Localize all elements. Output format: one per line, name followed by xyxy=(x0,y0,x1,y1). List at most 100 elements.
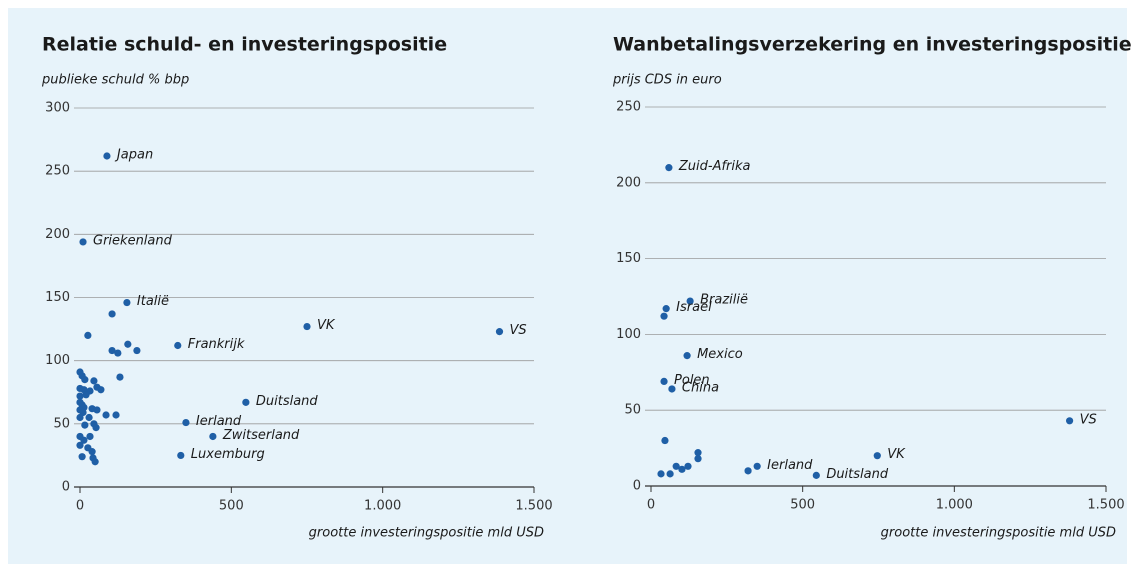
x-tick-label: 0 xyxy=(647,498,655,513)
x-axis-label: grootte investeringspositie mld USD xyxy=(881,526,1116,541)
data-point xyxy=(209,432,217,441)
point-label: Zwitserland xyxy=(222,428,300,443)
x-tick-label: 1.500 xyxy=(515,499,552,514)
data-point xyxy=(873,452,881,460)
point-label: Frankrijk xyxy=(188,337,245,352)
data-point xyxy=(91,458,99,466)
point-label: Duitsland xyxy=(826,467,889,482)
point-label: Luxemburg xyxy=(191,447,265,462)
point-label: China xyxy=(682,380,719,395)
y-tick-label: 150 xyxy=(616,251,641,266)
data-point xyxy=(78,453,86,461)
data-point xyxy=(661,436,669,445)
point-label: Duitsland xyxy=(256,394,319,409)
point-label: Japan xyxy=(114,148,153,163)
panel xyxy=(8,8,1127,564)
y-tick-label: 200 xyxy=(616,175,641,190)
point-label: Griekenland xyxy=(93,233,173,248)
data-point xyxy=(678,465,686,473)
data-point xyxy=(108,346,116,355)
x-tick-label: 0 xyxy=(76,499,84,514)
data-point xyxy=(80,436,88,444)
data-point xyxy=(76,441,84,449)
y-tick-label: 0 xyxy=(633,479,641,494)
data-point xyxy=(123,298,131,307)
data-point xyxy=(812,471,820,479)
data-point xyxy=(124,340,132,348)
y-tick-label: 50 xyxy=(624,403,641,418)
y-axis-label: prijs CDS in euro xyxy=(612,73,722,88)
data-point xyxy=(88,448,96,456)
x-tick-label: 1.000 xyxy=(936,498,973,513)
data-point xyxy=(116,373,124,381)
data-point xyxy=(683,352,691,360)
y-tick-label: 100 xyxy=(616,327,641,342)
data-point xyxy=(660,377,668,385)
point-label: VS xyxy=(509,323,526,338)
data-point xyxy=(92,424,100,432)
point-label: Israel xyxy=(676,300,712,315)
chart-title: Wanbetalingsverzekering en investeringsp… xyxy=(613,34,1132,56)
point-label: Mexico xyxy=(697,347,743,362)
data-point xyxy=(694,449,702,457)
data-point xyxy=(495,328,504,336)
data-point xyxy=(303,322,311,331)
data-point xyxy=(684,462,692,470)
data-point xyxy=(90,377,98,385)
data-point xyxy=(753,462,761,470)
data-point xyxy=(82,391,90,399)
data-point xyxy=(242,398,250,406)
y-tick-label: 50 xyxy=(53,416,70,431)
y-tick-label: 100 xyxy=(45,353,70,368)
data-point xyxy=(660,312,668,320)
y-tick-label: 250 xyxy=(45,164,70,179)
x-tick-label: 500 xyxy=(790,498,815,513)
data-point xyxy=(133,346,141,355)
point-label: VK xyxy=(887,447,906,462)
data-point xyxy=(182,418,190,427)
data-point xyxy=(81,421,89,429)
y-tick-label: 200 xyxy=(45,227,70,242)
data-point xyxy=(81,376,89,384)
point-label: Italië xyxy=(137,294,169,309)
x-tick-label: 1.500 xyxy=(1087,498,1124,513)
y-tick-label: 0 xyxy=(62,480,70,495)
x-tick-label: 1.000 xyxy=(364,499,401,514)
y-axis-label: publieke schuld % bbp xyxy=(41,73,189,88)
data-point xyxy=(76,413,84,422)
data-point xyxy=(108,310,116,318)
data-point xyxy=(686,297,694,305)
chart-title: Relatie schuld- en investeringspositie xyxy=(42,34,447,56)
data-point xyxy=(665,164,673,172)
data-point xyxy=(174,341,182,350)
data-point xyxy=(76,392,84,400)
data-point xyxy=(85,413,93,422)
point-label: VK xyxy=(317,318,336,333)
point-label: Ierland xyxy=(767,458,813,473)
data-point xyxy=(666,470,674,478)
data-point xyxy=(672,462,680,470)
data-point xyxy=(177,451,185,460)
data-point xyxy=(668,385,676,393)
x-axis-label: grootte investeringspositie mld USD xyxy=(309,526,544,541)
point-label: Ierland xyxy=(196,414,242,429)
data-point xyxy=(112,411,120,419)
point-label: Zuid-Afrika xyxy=(678,159,751,174)
data-point xyxy=(93,406,101,414)
point-label: Polen xyxy=(674,373,710,388)
data-point xyxy=(84,331,92,339)
y-tick-label: 300 xyxy=(45,101,70,116)
x-tick-label: 500 xyxy=(219,499,244,514)
data-point xyxy=(79,238,87,246)
data-point xyxy=(657,470,665,478)
y-tick-label: 250 xyxy=(616,100,641,115)
point-label: VS xyxy=(1080,412,1097,427)
data-point xyxy=(103,152,111,160)
data-point xyxy=(102,411,110,419)
data-point xyxy=(744,467,752,475)
data-point xyxy=(694,455,702,463)
data-point xyxy=(86,432,94,441)
data-point xyxy=(97,386,105,394)
data-point xyxy=(114,349,122,357)
